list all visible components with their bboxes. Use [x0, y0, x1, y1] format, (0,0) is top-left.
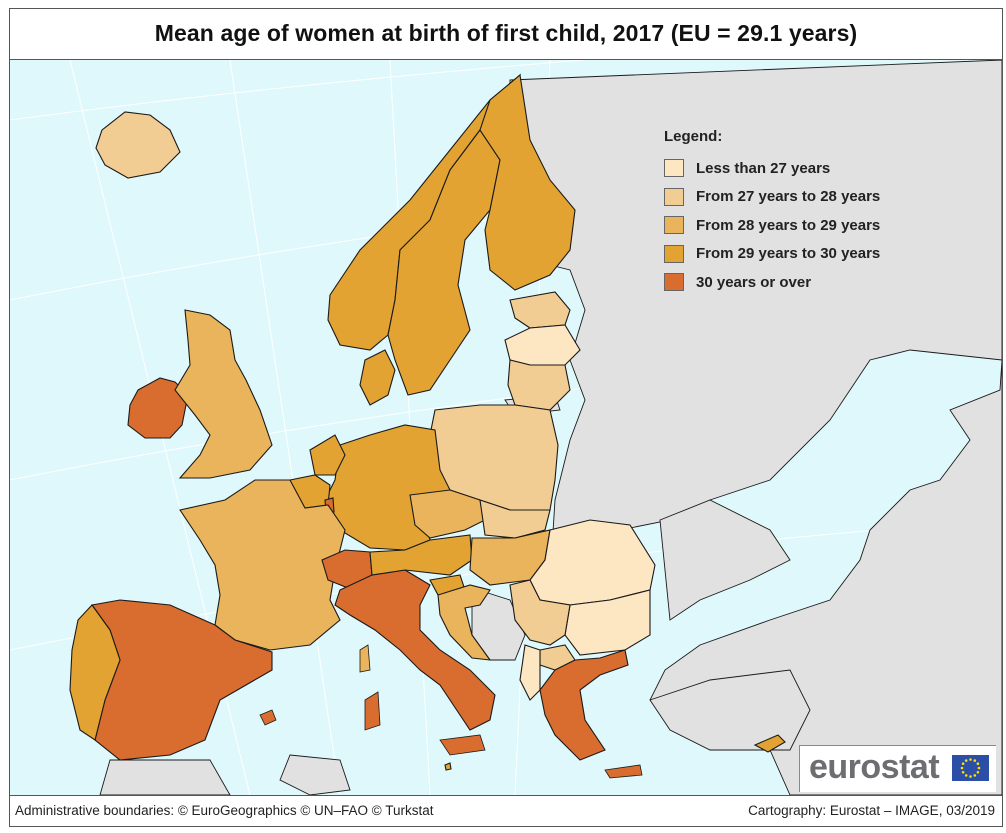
countries [69, 73, 786, 771]
region-slovakia [479, 499, 551, 539]
region-france [179, 479, 346, 651]
region-croatia [437, 584, 492, 661]
legend-swatch [664, 187, 684, 206]
eu-flag-icon [952, 755, 989, 781]
region-serbia [509, 579, 571, 646]
region-lithuania [507, 359, 571, 411]
region-sweden [387, 129, 501, 396]
region-netherlands [309, 434, 346, 476]
region-denmark [359, 349, 396, 406]
footer-credits: Administrative boundaries: © EuroGeograp… [15, 803, 434, 818]
eurostat-logo: eurostat [799, 745, 996, 792]
map-title: Mean age of women at birth of first chil… [154, 20, 858, 46]
region-albania [519, 644, 541, 701]
map-canvas [10, 60, 1002, 795]
legend-swatch [664, 159, 684, 178]
region-italy [334, 569, 496, 731]
legend-swatch [664, 273, 684, 292]
legend-label: From 28 years to 29 years [696, 216, 881, 234]
legend-label: Less than 27 years [696, 159, 831, 177]
map-area [10, 60, 1002, 795]
non-eu-land [99, 60, 1002, 795]
region-italy [439, 734, 486, 756]
legend-item: From 29 years to 30 years [664, 240, 880, 269]
title-bar: Mean age of women at birth of first chil… [9, 8, 1003, 60]
region-ireland [127, 377, 189, 439]
footer: Administrative boundaries: © EuroGeograp… [9, 795, 1003, 827]
legend-label: From 29 years to 30 years [696, 245, 881, 263]
region-spain [259, 709, 277, 726]
region-cyprus [753, 734, 786, 753]
legend-swatch [664, 216, 684, 235]
region-france [359, 644, 371, 673]
legend-item: Less than 27 years [664, 154, 880, 183]
legend-label: 30 years or over [696, 273, 812, 291]
legend: Legend: Less than 27 years From 27 years… [664, 128, 880, 297]
legend-item: From 27 years to 28 years [664, 183, 880, 212]
region-portugal [69, 604, 121, 741]
region-bulgaria [564, 589, 651, 656]
region-united-kingdom [174, 309, 273, 479]
region-finland [479, 73, 576, 291]
region-greece [539, 649, 629, 761]
region-malta [444, 762, 452, 771]
footer-cartography: Cartography: Eurostat – IMAGE, 03/2019 [748, 803, 995, 818]
region-iceland [95, 111, 181, 179]
islands [259, 644, 643, 779]
region-czechia [409, 489, 486, 539]
region-italy [364, 691, 381, 731]
region-greece [604, 764, 643, 779]
legend-item: 30 years or over [664, 268, 880, 297]
legend-title: Legend: [664, 128, 723, 145]
legend-item: From 28 years to 29 years [664, 211, 880, 240]
legend-swatch [664, 244, 684, 263]
legend-label: From 27 years to 28 years [696, 188, 881, 206]
logo-text: eurostat [809, 748, 940, 786]
